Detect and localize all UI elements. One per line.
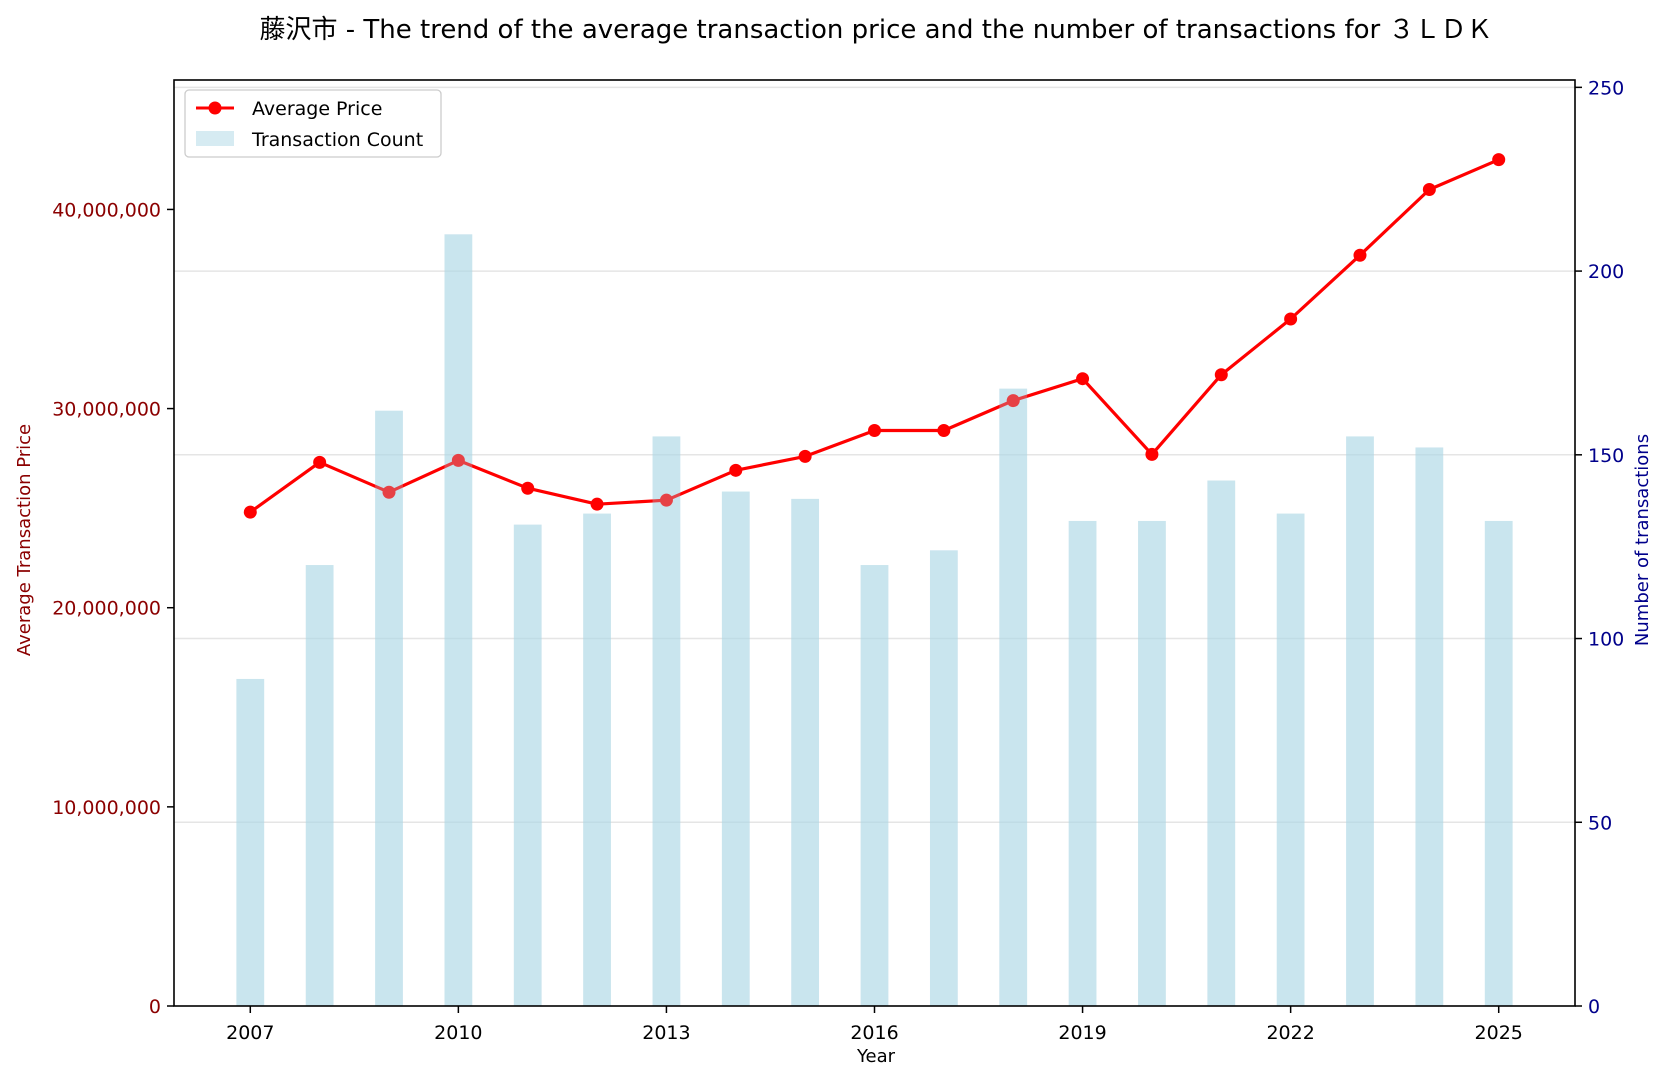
legend-label-transaction-count: Transaction Count — [251, 129, 423, 151]
y-right-tick-label: 50 — [1588, 812, 1612, 834]
bar-transaction-count — [1484, 520, 1513, 1006]
x-tick-label: 2019 — [1058, 1022, 1106, 1044]
x-tick-label: 2010 — [434, 1022, 482, 1044]
bar-series — [236, 234, 1513, 1007]
bar-overlay-segment — [583, 513, 611, 1006]
bar-transaction-count — [1415, 447, 1444, 1006]
bar-transaction-count — [652, 436, 681, 1006]
x-tick-label: 2007 — [226, 1022, 274, 1044]
x-tick-label: 2016 — [850, 1022, 898, 1044]
legend-bar-swatch — [196, 131, 234, 146]
point-average-price — [1145, 447, 1159, 461]
point-average-price — [1422, 183, 1436, 197]
bar-transaction-count — [860, 565, 889, 1006]
bar-overlay-segment — [1276, 513, 1305, 1006]
point-average-price — [659, 493, 673, 507]
point-average-price — [243, 505, 257, 519]
bar-overlay-segment — [721, 491, 750, 1006]
chart-title: 藤沢市 - The trend of the average transacti… — [259, 15, 1492, 45]
y-left-tick-label: 30,000,000 — [52, 399, 161, 421]
point-average-price — [1284, 312, 1298, 326]
point-average-price — [729, 463, 743, 477]
bar-transaction-count — [999, 388, 1028, 1007]
y-left-tick-label: 0 — [149, 996, 161, 1018]
point-average-price — [1076, 372, 1090, 386]
bar-transaction-count — [1068, 520, 1097, 1006]
bar-transaction-count — [513, 524, 542, 1006]
bar-overlay-segment — [860, 565, 889, 1006]
bar-overlay-segment — [513, 524, 542, 1006]
x-axis-label: Year — [856, 1046, 896, 1067]
point-average-price — [1492, 153, 1506, 167]
bar-transaction-count — [721, 491, 750, 1006]
point-average-price — [937, 423, 951, 437]
point-average-price — [1006, 394, 1020, 408]
legend: Average Price Transaction Count — [184, 89, 442, 158]
point-average-price — [1353, 248, 1367, 262]
y-left-tick-label: 40,000,000 — [52, 199, 161, 221]
legend-label-average-price: Average Price — [252, 98, 382, 120]
bar-transaction-count — [929, 550, 958, 1006]
axes: 2007 2010 2013 2016 2019 2022 2025 0 10,000,000 2… — [52, 77, 1624, 1044]
bar-transaction-count — [583, 513, 611, 1006]
bar-overlay-segment — [1415, 447, 1444, 1006]
bar-overlay-segment — [444, 234, 473, 1007]
point-average-price — [868, 423, 881, 437]
x-tick-label: 2025 — [1475, 1022, 1523, 1044]
point-average-price — [590, 497, 604, 511]
bar-overlay-segment — [652, 436, 681, 1006]
x-tick-label: 2022 — [1266, 1022, 1314, 1044]
y-axis-right-label: Number of transactions — [1632, 434, 1653, 646]
y-right-tick-label: 150 — [1588, 445, 1624, 467]
bar-transaction-count — [1207, 480, 1236, 1006]
bar-transaction-count — [1138, 520, 1166, 1006]
bar-overlay-segment — [1138, 520, 1166, 1006]
point-average-price — [382, 485, 396, 499]
bar-overlay-segment — [791, 498, 820, 1006]
y-right-tick-label: 0 — [1588, 996, 1600, 1018]
y-right-tick-label: 200 — [1588, 261, 1624, 283]
bar-overlay-segment — [1484, 520, 1513, 1006]
line-series — [243, 153, 1506, 519]
y-left-tick-label: 20,000,000 — [52, 598, 161, 620]
bar-transaction-count — [236, 678, 265, 1006]
point-average-price — [313, 455, 327, 469]
y-left-tick-label: 10,000,000 — [52, 797, 161, 819]
bar-overlay — [236, 234, 1513, 1007]
y-right-tick-label: 250 — [1588, 77, 1624, 99]
point-average-price — [521, 481, 535, 495]
bar-overlay-segment — [1068, 520, 1097, 1006]
bar-transaction-count — [305, 565, 334, 1006]
legend-marker-swatch — [208, 101, 222, 115]
point-average-price — [798, 449, 812, 463]
bar-transaction-count — [375, 410, 403, 1006]
y-right-tick-label: 100 — [1588, 629, 1624, 651]
bar-overlay-segment — [999, 388, 1028, 1007]
bar-overlay-segment — [305, 565, 334, 1006]
bar-overlay-segment — [375, 410, 403, 1006]
y-axis-left-label: Average Transaction Price — [14, 424, 35, 656]
bar-transaction-count — [444, 234, 473, 1007]
bar-transaction-count — [791, 498, 820, 1006]
bar-overlay-segment — [1346, 436, 1374, 1006]
bar-transaction-count — [1346, 436, 1374, 1006]
legend-frame — [184, 89, 442, 158]
bar-transaction-count — [1276, 513, 1305, 1006]
bar-overlay-segment — [1207, 480, 1236, 1006]
point-average-price — [451, 453, 465, 467]
bar-overlay-segment — [929, 550, 958, 1006]
x-tick-label: 2013 — [642, 1022, 690, 1044]
bar-overlay-segment — [236, 678, 265, 1006]
point-average-price — [1214, 368, 1228, 382]
